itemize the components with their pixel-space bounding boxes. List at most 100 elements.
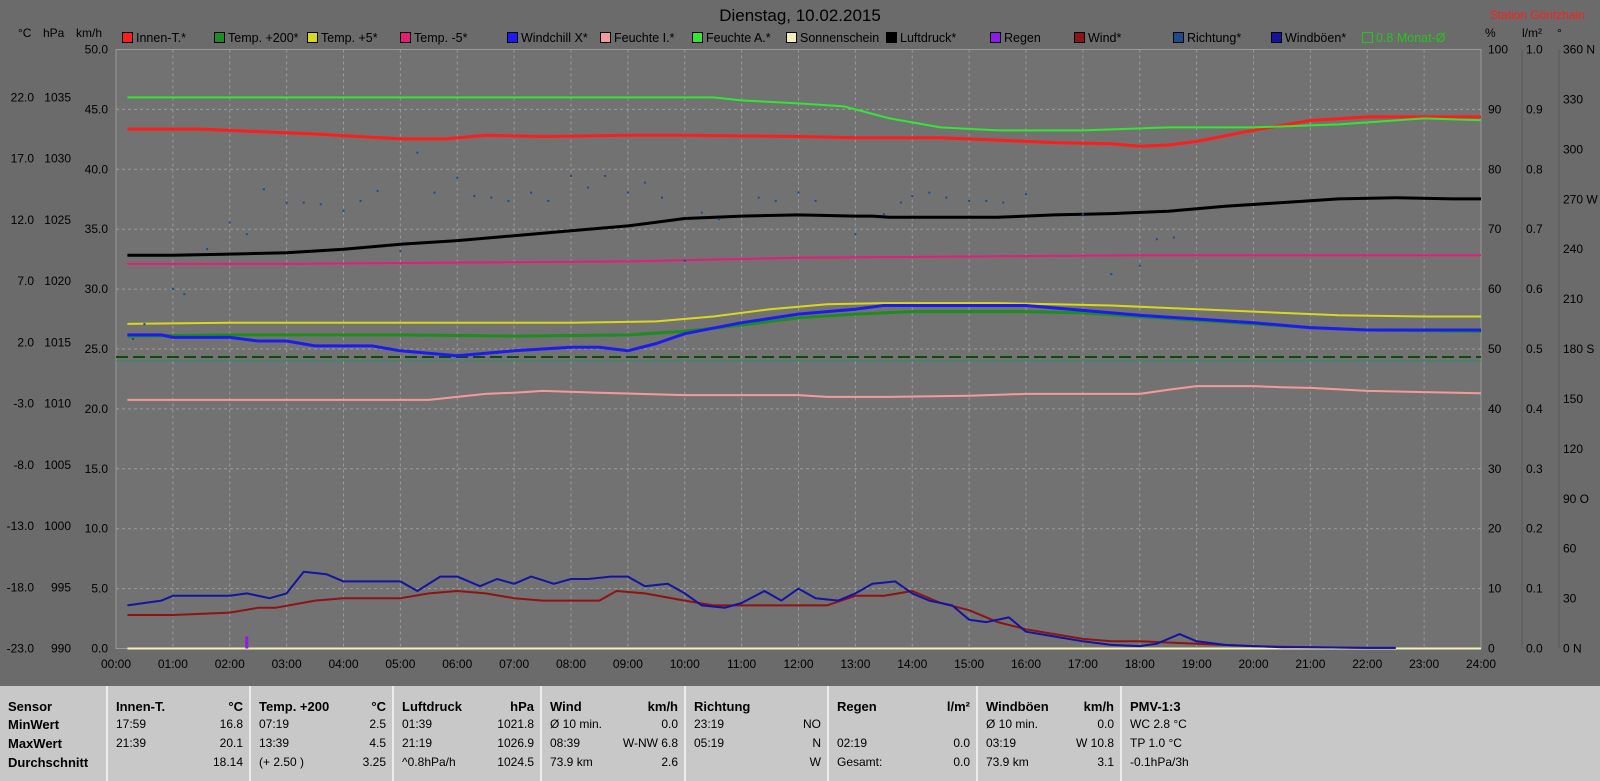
tick-label-kmh: 25.0 — [85, 342, 109, 356]
col-sensor: Sensor MinWert MaxWert Durchschnitt — [0, 686, 108, 781]
series-point-richtung — [262, 188, 265, 191]
table-cell-time: (+ 2.50 ) — [259, 755, 305, 769]
series-point-richtung — [882, 213, 885, 216]
tick-label-rain: 0.4 — [1526, 402, 1543, 416]
col-windboeen-header: Windböen km/h — [986, 699, 1114, 714]
table-cell-value: 3.25 — [362, 755, 386, 769]
tick-label-percent: 10 — [1488, 582, 1502, 596]
tick-label-percent: 70 — [1488, 222, 1502, 236]
col-regen-header: Regen l/m² — [837, 699, 970, 714]
tick-label-time: 10:00 — [670, 657, 700, 671]
legend-item: Regen — [990, 31, 1041, 45]
col-pmv: PMV-1:3 WC 2.8 °C TP 1.0 °C -0.1hPa/3h — [1122, 686, 1282, 781]
legend-swatch — [786, 32, 797, 43]
table-cell-time: ^0.8hPa/h — [402, 755, 456, 769]
tick-label-kmh: 10.0 — [85, 522, 109, 536]
series-point-richtung — [928, 191, 931, 194]
series-point-richtung — [911, 194, 914, 197]
table-cell-time: 73.9 km — [550, 755, 593, 769]
tick-label-kmh: 40.0 — [85, 162, 109, 176]
col-wind: Wind km/h Ø 10 min. 0.0 08:39 W-NW 6.8 73.9 km… — [542, 686, 686, 781]
tick-label-celsius: 17.0 — [11, 152, 35, 166]
series-point-richtung — [1155, 238, 1158, 241]
legend-swatch — [1271, 32, 1282, 43]
legend-label: 0.8 Monat-Ø — [1376, 31, 1446, 45]
tick-label-time: 06:00 — [442, 657, 472, 671]
series-point-richtung — [171, 288, 174, 291]
tick-label-direction: 60 — [1563, 542, 1577, 556]
unit-hpa: hPa — [43, 26, 65, 40]
legend-label: Windchill X* — [521, 31, 588, 45]
table-cell-time: 13:39 — [259, 736, 290, 750]
series-point-richtung — [342, 209, 345, 212]
table-row: 18.14 — [116, 755, 243, 771]
col-luftdruck: Luftdruck hPa 01:39 1021.8 21:19 1026.9 ^0.8hP… — [394, 686, 542, 781]
tick-label-time: 02:00 — [215, 657, 245, 671]
legend-item: Temp. -5* — [400, 31, 468, 45]
series-point-richtung — [985, 199, 988, 202]
legend-swatch — [400, 32, 411, 43]
series-line-luftdruck — [127, 196, 1481, 257]
tick-label-direction: 120 — [1563, 442, 1583, 456]
legend-label: Temp. +200* — [228, 31, 299, 45]
legend-label: Sonnenschein — [800, 31, 880, 45]
table-cell-value: 2.5 — [369, 717, 386, 731]
tick-label-time: 08:00 — [556, 657, 586, 671]
col-pmv-header: PMV-1:3 — [1130, 699, 1181, 714]
tick-label-hpa: 1015 — [44, 335, 71, 349]
series-point-richtung — [143, 323, 146, 326]
tick-label-direction: 270 W — [1563, 192, 1598, 206]
table-cell-time: 21:39 — [116, 736, 147, 750]
col-regen: Regen l/m² 02:19 0.0 Gesamt: 0.0 — [829, 686, 978, 781]
tick-label-time: 04:00 — [328, 657, 358, 671]
tick-label-celsius: -23.0 — [7, 642, 35, 656]
pmv-dewpoint: TP 1.0 °C — [1130, 736, 1182, 750]
table-cell-value: 0.0 — [1097, 717, 1114, 731]
series-point-richtung — [968, 199, 971, 202]
series-line-temp-5 — [127, 254, 1481, 265]
series-point-richtung — [814, 199, 817, 202]
legend-swatch — [886, 32, 897, 43]
tick-label-rain: 0.7 — [1526, 222, 1543, 236]
tick-label-time: 12:00 — [783, 657, 813, 671]
tick-label-time: 22:00 — [1352, 657, 1382, 671]
tick-label-time: 07:00 — [499, 657, 529, 671]
tick-label-kmh: 30.0 — [85, 282, 109, 296]
series-point-richtung — [1110, 273, 1113, 276]
table-cell-value: 2.6 — [661, 755, 678, 769]
legend-item: Richtung* — [1173, 31, 1241, 45]
table-cell-time: 05:19 — [694, 736, 725, 750]
tick-label-kmh: 50.0 — [85, 43, 109, 57]
series-point-richtung — [1081, 213, 1084, 216]
table-row: 07:19 2.5 — [259, 717, 386, 733]
legend-swatch — [692, 32, 703, 43]
legend-label: Temp. +5* — [321, 31, 378, 45]
table-cell-value: W — [809, 755, 821, 769]
tick-label-rain: 1.0 — [1526, 43, 1543, 57]
series-point-richtung — [717, 218, 720, 221]
table-cell-value: 0.0 — [953, 736, 970, 750]
series-line-windchill-x — [127, 304, 1481, 358]
legend-label: Richtung* — [1187, 31, 1242, 45]
legend-label: Innen-T.* — [136, 31, 187, 45]
tick-label-hpa: 1010 — [44, 397, 71, 411]
tick-label-direction: 330 — [1563, 92, 1583, 106]
tick-label-direction: 210 — [1563, 292, 1583, 306]
tick-label-rain: 0.3 — [1526, 462, 1543, 476]
tick-label-kmh: 20.0 — [85, 402, 109, 416]
tick-label-celsius: 2.0 — [17, 335, 34, 349]
tick-label-percent: 30 — [1488, 462, 1502, 476]
tick-label-rain: 0.6 — [1526, 282, 1543, 296]
legend-item: 0.8 Monat-Ø — [1362, 31, 1445, 45]
col-innen-unit: °C — [228, 699, 243, 714]
tick-label-direction: 150 — [1563, 392, 1583, 406]
tick-label-hpa: 1005 — [44, 458, 71, 472]
table-cell-value: 1021.8 — [497, 717, 534, 731]
legend-label: Feuchte A.* — [706, 31, 771, 45]
tick-label-percent: 100 — [1488, 43, 1508, 57]
legend-swatch — [600, 32, 611, 43]
unit-celsius: °C — [18, 26, 32, 40]
tick-label-percent: 0 — [1488, 642, 1495, 656]
table-row — [837, 717, 970, 733]
legend-label: Windböen* — [1285, 31, 1347, 45]
